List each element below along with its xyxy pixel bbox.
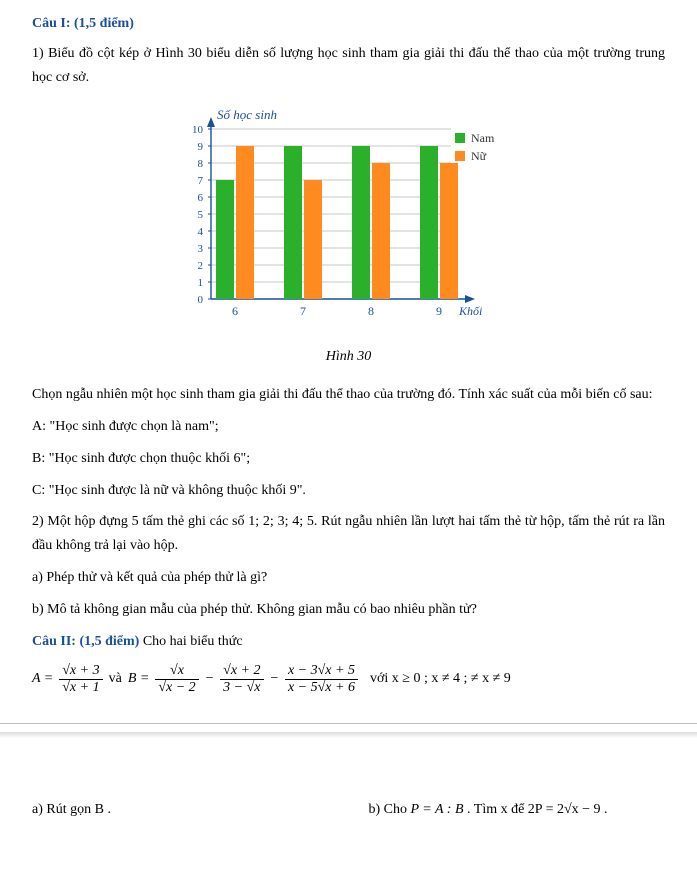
svg-text:1: 1 (197, 277, 203, 289)
frac-B3-num: x − 3√x + 5 (285, 663, 358, 678)
B-eq: B = (128, 667, 150, 691)
frac-B2-den: 3 − √x (220, 679, 263, 695)
svg-text:9: 9 (197, 141, 203, 153)
svg-text:Nữ: Nữ (471, 149, 487, 163)
cau1-itemC: C: "Học sinh được là nữ và không thuộc k… (32, 479, 665, 503)
cau1-q2a: a) Phép thử và kết quả của phép thử là g… (32, 566, 665, 590)
svg-text:0: 0 (197, 294, 203, 306)
svg-text:Nam: Nam (471, 131, 495, 145)
svg-text:7: 7 (197, 175, 203, 187)
page-divider (0, 723, 697, 724)
cau2-subA: a) Rút gọn B . (32, 798, 329, 822)
svg-text:8: 8 (368, 304, 374, 318)
frac-A: √x + 3 √x + 1 (59, 663, 102, 695)
cau2-heading-label: Câu II: (1,5 điểm) (32, 634, 143, 649)
cau2-heading: Câu II: (1,5 điểm) Cho hai biểu thức (32, 630, 665, 654)
frac-A-num: √x + 3 (59, 663, 102, 678)
cau1-heading: Câu I: (1,5 điểm) (32, 12, 665, 36)
bar-chart: 0 1 2 3 4 5 6 7 8 9 10 Số học sinh 6 7 8 9 Khối Nam Nữ (159, 99, 539, 339)
chart-caption: Hình 30 (32, 345, 665, 369)
svg-text:7: 7 (300, 304, 306, 318)
svg-text:Khối: Khối (458, 304, 482, 318)
svg-text:2: 2 (197, 260, 203, 272)
cau1-p1: 1) Biểu đồ cột kép ở Hình 30 biểu diễn s… (32, 42, 665, 90)
svg-text:8: 8 (197, 158, 203, 170)
frac-B2: √x + 2 3 − √x (220, 663, 263, 695)
svg-text:9: 9 (436, 304, 442, 318)
frac-B1: √x √x − 2 (155, 663, 198, 695)
minus2: − (270, 667, 279, 691)
cond: với x ≥ 0 ; x ≠ 4 ; ≠ x ≠ 9 (370, 667, 511, 691)
cau2-subB-rest: . Tìm x để 2P = 2√x − 9 . (464, 802, 608, 817)
svg-text:10: 10 (192, 124, 204, 136)
cau2-subB-prefix: b) Cho (369, 802, 411, 817)
cau1-itemA: A: "Học sinh được chọn là nam"; (32, 415, 665, 439)
cau1-itemB: B: "Học sinh được chọn thuộc khối 6"; (32, 447, 665, 471)
frac-B1-den: √x − 2 (155, 679, 198, 695)
frac-A-den: √x + 1 (59, 679, 102, 695)
cau2-subB: b) Cho P = A : B . Tìm x để 2P = 2√x − 9… (369, 798, 666, 822)
cau2-heading-rest: Cho hai biểu thức (143, 634, 243, 649)
cau2-subrow: a) Rút gọn B . b) Cho P = A : B . Tìm x … (32, 798, 665, 822)
frac-B2-num: √x + 2 (220, 663, 263, 678)
svg-text:6: 6 (197, 192, 203, 204)
svg-text:4: 4 (197, 226, 203, 238)
cau1-p2: 2) Một hộp đựng 5 tấm thẻ ghi các số 1; … (32, 510, 665, 558)
frac-B3-den: x − 5√x + 6 (285, 679, 358, 695)
cau1-after1: Chọn ngẫu nhiên một học sinh tham gia gi… (32, 383, 665, 407)
svg-text:6: 6 (232, 304, 238, 318)
A-eq: A = (32, 667, 53, 691)
frac-B1-num: √x (167, 663, 187, 678)
formula-row: A = √x + 3 √x + 1 và B = √x √x − 2 − √x … (32, 663, 665, 695)
page-shadow (0, 732, 697, 738)
svg-text:Số học sinh: Số học sinh (217, 107, 277, 122)
txt-va: và (109, 667, 122, 691)
cau1-q2b: b) Mô tả không gian mẫu của phép thử. Kh… (32, 598, 665, 622)
svg-text:3: 3 (197, 243, 203, 255)
minus1: − (205, 667, 214, 691)
frac-B3: x − 3√x + 5 x − 5√x + 6 (285, 663, 358, 695)
svg-text:5: 5 (197, 209, 203, 221)
chart-container: 0 1 2 3 4 5 6 7 8 9 10 Số học sinh 6 7 8 9 Khối Nam Nữ (32, 99, 665, 339)
cau2-subB-mid: P = A : B (411, 802, 464, 817)
